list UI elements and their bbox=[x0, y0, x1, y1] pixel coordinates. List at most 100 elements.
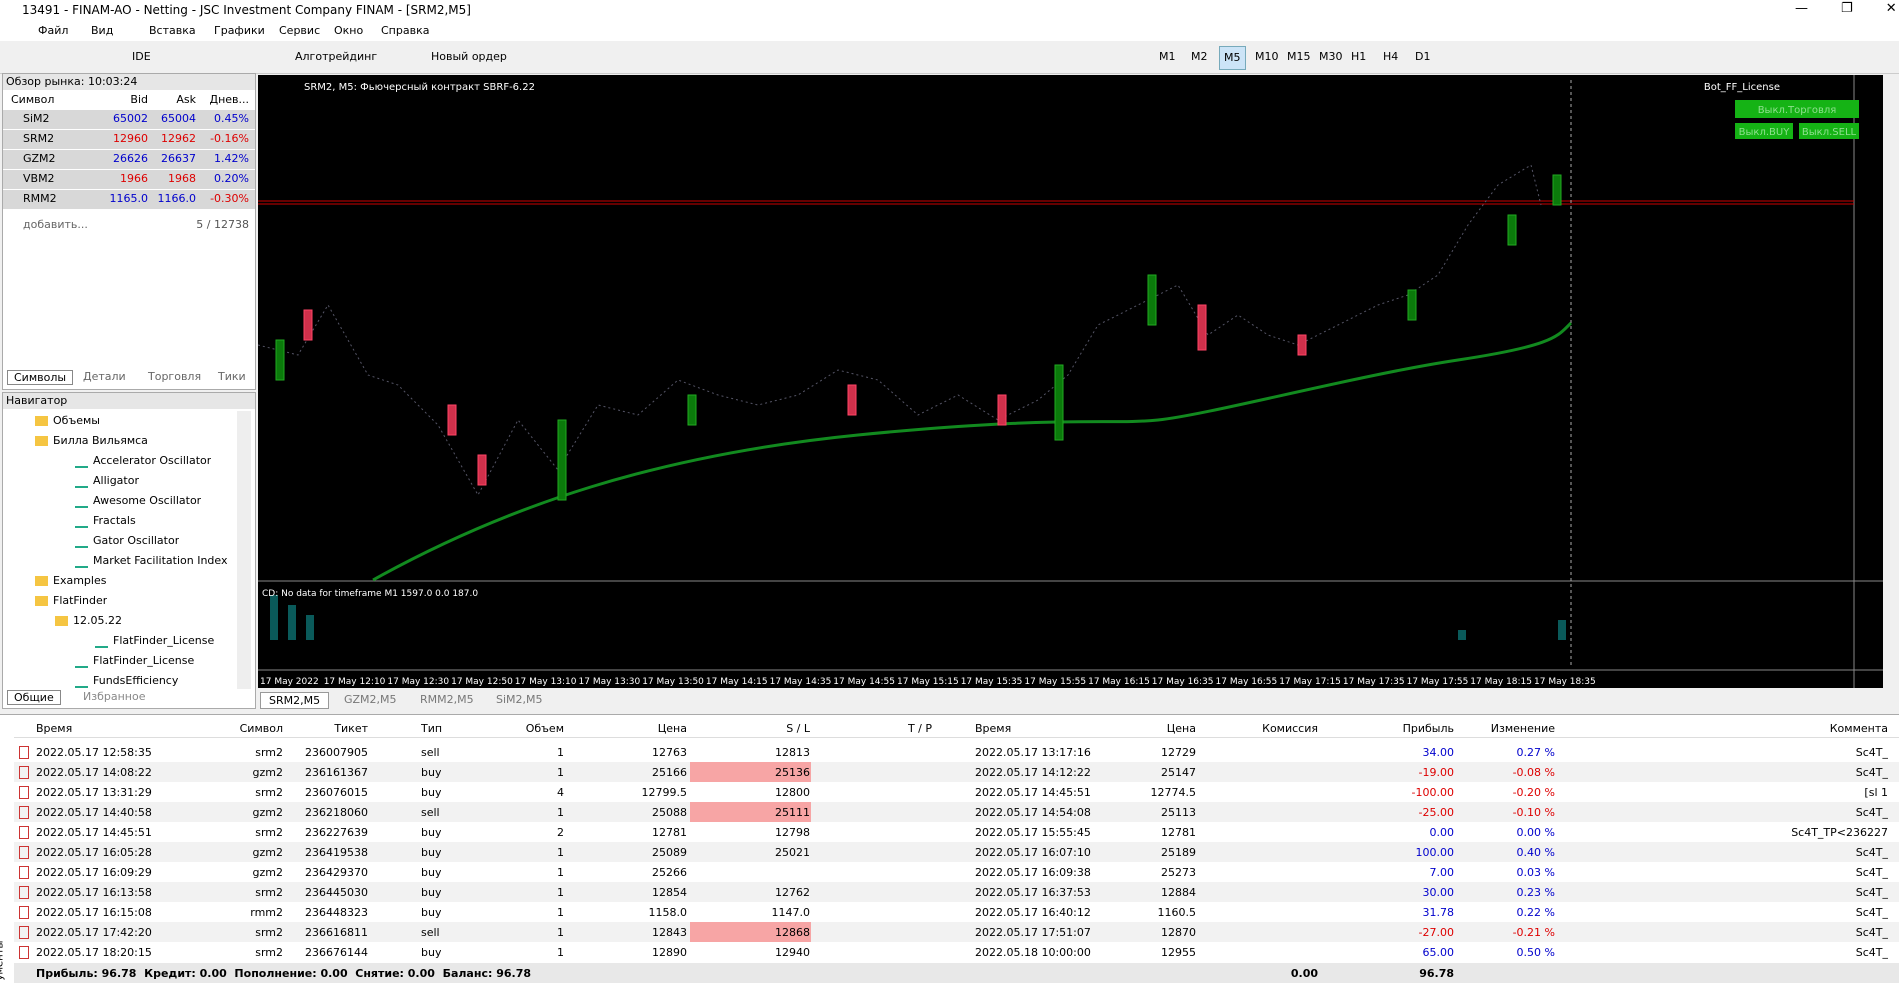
quote-cell: -0.16% bbox=[210, 132, 249, 145]
navigator-item[interactable]: 12.05.22 bbox=[73, 614, 122, 627]
trade-cell: 0.22 % bbox=[1516, 906, 1555, 919]
timeframe-button[interactable]: M1 bbox=[1159, 50, 1176, 63]
trade-cell: 2022.05.17 13:17:16 bbox=[975, 746, 1091, 759]
chart-tab[interactable]: RMM2,M5 bbox=[420, 693, 474, 706]
menu-item[interactable]: Вставка bbox=[149, 24, 196, 37]
timeframe-button[interactable]: H1 bbox=[1351, 50, 1367, 63]
timeframe-button[interactable]: H4 bbox=[1383, 50, 1399, 63]
trade-cell: 2022.05.17 18:20:15 bbox=[36, 946, 152, 959]
trade-cell: 12729 bbox=[1161, 746, 1196, 759]
moving-average bbox=[372, 321, 1573, 582]
new-order-button[interactable]: Новый ордер bbox=[431, 50, 507, 63]
quote-cell: 26637 bbox=[161, 152, 196, 165]
trade-cell: 30.00 bbox=[1422, 886, 1455, 899]
timeframe-button[interactable]: M5 bbox=[1219, 46, 1246, 70]
menu-item[interactable]: Графики bbox=[214, 24, 265, 37]
navigator-item[interactable]: Билла Вильямса bbox=[53, 434, 148, 447]
trade-cell: 12940 bbox=[775, 946, 810, 959]
panel-tab[interactable]: Символы bbox=[7, 370, 74, 385]
trade-cell: Sc4T_ bbox=[1855, 746, 1888, 759]
panel-tab[interactable]: Детали bbox=[83, 370, 126, 383]
navigator-item[interactable]: Examples bbox=[53, 574, 107, 587]
chart-tab[interactable]: SiM2,M5 bbox=[496, 693, 543, 706]
menu-item[interactable]: Вид bbox=[91, 24, 114, 37]
panel-tab[interactable]: Избранное bbox=[83, 690, 146, 703]
row-bg bbox=[3, 150, 255, 169]
panel-tab[interactable]: Тики bbox=[218, 370, 246, 383]
trade-cell: 12774.5 bbox=[1150, 786, 1197, 799]
navigator-item[interactable]: Alligator bbox=[93, 474, 139, 487]
navigator-item[interactable]: FlatFinder bbox=[53, 594, 108, 607]
navigator-item[interactable]: Объемы bbox=[53, 414, 100, 427]
row-bg bbox=[3, 130, 255, 149]
panel-title: Навигатор bbox=[3, 393, 255, 409]
navigator-item[interactable]: FlatFinder_License bbox=[93, 654, 195, 667]
timeframe-button[interactable]: M15 bbox=[1287, 50, 1311, 63]
trade-cell: sell bbox=[421, 806, 440, 819]
timeframe-button[interactable]: D1 bbox=[1415, 50, 1431, 63]
navigator-item[interactable]: FlatFinder_License bbox=[113, 634, 215, 647]
deal-icon bbox=[19, 806, 29, 819]
panel-tab[interactable]: Общие bbox=[7, 690, 61, 705]
title-bar: 13491 - FINAM-AO - Netting - JSC Investm… bbox=[0, 0, 1899, 21]
deal-icon bbox=[19, 826, 29, 839]
trade-cell: [sl 1 bbox=[1864, 786, 1888, 799]
navigator-item[interactable]: FundsEfficiency bbox=[93, 674, 179, 687]
menu-item[interactable]: Справка bbox=[381, 24, 430, 37]
column-header: Объем bbox=[525, 722, 564, 735]
trade-cell: 12781 bbox=[1161, 826, 1196, 839]
trade-cell: srm2 bbox=[255, 786, 283, 799]
trade-cell: 31.78 bbox=[1422, 906, 1455, 919]
navigator-item[interactable]: Fractals bbox=[93, 514, 136, 527]
algo-button[interactable]: Алготрейдинг bbox=[295, 50, 378, 63]
time-label: 17 May 13:10 bbox=[515, 677, 577, 687]
menu-item[interactable]: Окно bbox=[334, 24, 364, 37]
timeframe-button[interactable]: M2 bbox=[1191, 50, 1208, 63]
trade-cell: 2 bbox=[557, 826, 564, 839]
add-symbol[interactable]: добавить... bbox=[23, 218, 88, 231]
navigator-item[interactable]: Gator Oscillator bbox=[93, 534, 180, 547]
minimize[interactable]: — ❐ ✕ bbox=[1795, 1, 1897, 16]
navigator-item[interactable]: Accelerator Oscillator bbox=[93, 454, 212, 467]
quote-cell: VBM2 bbox=[23, 172, 55, 185]
deal-icon bbox=[19, 746, 29, 759]
time-label: 17 May 13:30 bbox=[579, 677, 641, 687]
row-bg bbox=[14, 762, 1899, 782]
navigator-item[interactable]: Market Facilitation Index bbox=[93, 554, 228, 567]
panel-tab[interactable]: Торговля bbox=[148, 370, 202, 383]
menu-item[interactable]: Сервис bbox=[279, 24, 321, 37]
trade-cell: gzm2 bbox=[252, 846, 283, 859]
trade-cell: srm2 bbox=[255, 926, 283, 939]
row-bg bbox=[14, 902, 1899, 922]
time-label: 17 May 15:35 bbox=[961, 677, 1023, 687]
trade-cell: 236429370 bbox=[305, 866, 368, 879]
time-label: 17 May 14:15 bbox=[706, 677, 768, 687]
quote-cell: 65002 bbox=[113, 112, 148, 125]
summary-bg bbox=[14, 963, 1899, 983]
indicator-icon bbox=[75, 556, 88, 568]
trade-cell: -0.20 % bbox=[1512, 786, 1555, 799]
trade-cell: 0.00 bbox=[1429, 826, 1455, 839]
timeframe-button[interactable]: M30 bbox=[1319, 50, 1343, 63]
indicator-icon bbox=[75, 476, 88, 488]
folder-icon bbox=[35, 416, 48, 426]
chart-tab[interactable]: GZM2,M5 bbox=[344, 693, 397, 706]
trade-cell: 2022.05.17 16:15:08 bbox=[36, 906, 152, 919]
trade-cell: 12868 bbox=[775, 926, 810, 939]
trade-cell: buy bbox=[421, 846, 442, 859]
navigator-item[interactable]: Awesome Oscillator bbox=[93, 494, 202, 507]
trade-cell: 0.40 % bbox=[1516, 846, 1555, 859]
menu-item[interactable]: Файл bbox=[38, 24, 69, 37]
ea-name: Bot_FF_License bbox=[1704, 82, 1780, 93]
chart: SRM2, M5: Фьючерсный контракт SBRF-6.22 B… bbox=[258, 75, 1883, 688]
trade-cell: -27.00 bbox=[1418, 926, 1454, 939]
ide-button[interactable]: IDE bbox=[132, 50, 151, 63]
trade-cell: 12798 bbox=[775, 826, 810, 839]
side-label: ументы bbox=[0, 940, 6, 981]
timeframe-button[interactable]: M10 bbox=[1255, 50, 1279, 63]
trade-cell: 12763 bbox=[652, 746, 687, 759]
trade-cell: 236676144 bbox=[305, 946, 368, 959]
chart-tab[interactable]: SRM2,M5 bbox=[260, 692, 330, 709]
row-bg bbox=[14, 842, 1899, 862]
trade-cell: 2022.05.17 14:40:58 bbox=[36, 806, 152, 819]
